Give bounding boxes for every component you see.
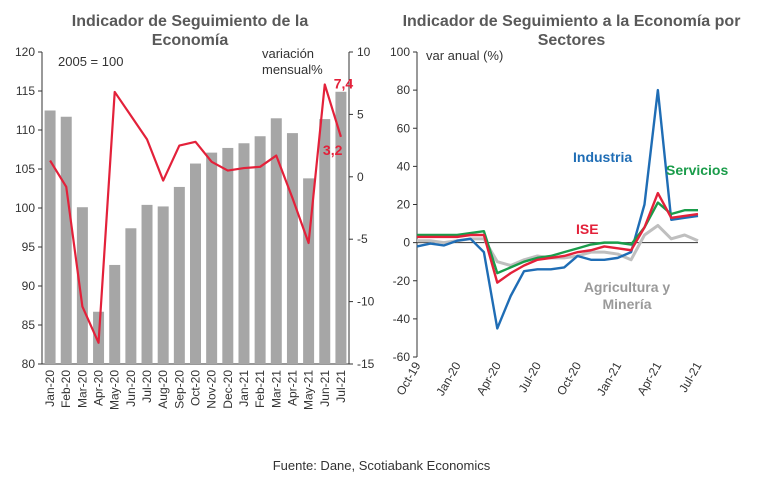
chart1-ytick-label: 95 <box>22 240 36 254</box>
chart1-xtick-label: Nov-20 <box>205 370 219 409</box>
chart1-bar <box>157 206 169 364</box>
chart2-series-label: Minería <box>602 296 651 312</box>
chart1-xtick-label: Jan-20 <box>43 370 57 407</box>
chart1-ytick-label: 115 <box>16 84 35 98</box>
chart1-xtick-label: Mar-21 <box>269 370 283 408</box>
chart1-ytick-label: 80 <box>22 357 36 371</box>
chart1-bar-line: 2005 = 100 variación mensual% 80 85 90 95 10… <box>15 45 375 410</box>
chart2-ytick-label: -40 <box>393 312 411 326</box>
chart1-ytick-label: 120 <box>15 45 35 59</box>
chart1-title: Indicador de Seguimiento de la Economía <box>71 13 309 49</box>
chart1-ytick-label: 85 <box>22 318 36 332</box>
chart1-ytick-label: 90 <box>22 279 36 293</box>
chart1-xtick-label: May-20 <box>108 370 122 410</box>
source-note: Fuente: Dane, Scotiabank Economics <box>272 458 491 473</box>
chart2-ytick-label: 40 <box>397 159 411 173</box>
chart2-xtick-label: Jul-20 <box>516 359 545 395</box>
chart1-xtick-label: Sep-20 <box>172 370 186 409</box>
chart2-series-label: Agricultura y <box>584 279 671 295</box>
chart2-xtick-label: Apr-20 <box>474 359 504 397</box>
chart2-series-label: ISE <box>576 221 599 237</box>
chart1-xtick-label: Dec-20 <box>221 370 235 409</box>
chart1-base-note: 2005 = 100 <box>58 54 123 69</box>
chart1-bar <box>335 91 347 364</box>
chart2-ytick-label: -20 <box>393 274 411 288</box>
chart1-y2label-line1: variación <box>262 46 314 61</box>
chart1-xtick-label: Aug-20 <box>156 370 170 409</box>
chart2-series-label: Servicios <box>666 162 728 178</box>
chart1-y2tick-label: -5 <box>357 232 368 246</box>
chart1-xtick-label: Feb-21 <box>253 370 267 408</box>
chart2-series-line <box>416 88 699 330</box>
chart1-xtick-label: Jul-20 <box>140 370 154 403</box>
chart1-bar <box>270 118 282 364</box>
chart1-xtick-label: May-21 <box>302 370 316 410</box>
chart1-xtick-label: Jan-21 <box>237 370 251 407</box>
chart2-series-line <box>417 191 699 284</box>
chart2-ytick-label: 0 <box>403 236 410 250</box>
chart1-y2tick-label: 0 <box>357 170 364 184</box>
chart1-xtick-label: Apr-21 <box>285 370 299 406</box>
chart1-ytick-label: 100 <box>15 201 35 215</box>
chart1-bar <box>190 163 201 364</box>
chart2-series-line <box>417 223 699 267</box>
chart1-bar <box>109 264 121 364</box>
chart2-title: Indicador de Seguimiento a la Economía p… <box>402 13 741 49</box>
chart1-bar <box>222 147 234 364</box>
chart1-bar <box>44 110 56 364</box>
chart1-y2tick-label: 10 <box>357 45 371 59</box>
chart1-variation-line <box>49 83 342 344</box>
chart2-xtick-label: Jul-21 <box>676 359 705 395</box>
chart1-bar <box>141 204 153 364</box>
chart2-xtick-label: Apr-21 <box>634 359 664 397</box>
chart1-y2tick-label: -10 <box>357 295 375 309</box>
chart2-ytick-label: -60 <box>393 350 411 364</box>
chart1-y2label-line2: mensual% <box>262 62 323 77</box>
chart1-bar <box>238 143 250 364</box>
chart1-y2tick-label: 5 <box>357 107 364 121</box>
chart1-bar <box>173 186 185 364</box>
chart2-ytick-label: 60 <box>397 121 411 135</box>
chart2-ytick-label: 20 <box>397 198 411 212</box>
chart2-xtick-label: Oct-19 <box>393 359 423 397</box>
chart1-ytick-label: 110 <box>16 123 35 137</box>
chart1-xtick-label: Mar-20 <box>75 370 89 408</box>
chart1-xtick-label: Jun-20 <box>124 370 138 407</box>
chart1-y2tick-label: -15 <box>357 357 375 371</box>
chart2-ytick-label: 100 <box>390 45 410 59</box>
chart2-series-line <box>417 201 698 275</box>
chart2-xtick-label: Oct-20 <box>554 359 584 397</box>
chart2-ylabel: var anual (%) <box>426 48 503 63</box>
chart2-xtick-label: Jan-21 <box>594 359 625 398</box>
chart1-bar <box>125 228 137 364</box>
chart1-xtick-label: Apr-20 <box>92 370 106 406</box>
chart1-data-label: 3,2 <box>323 142 343 158</box>
chart1-xtick-label: Jul-21 <box>334 370 348 403</box>
chart2-line: var anual (%) -60 -40 -20 0 20 40 60 80 100 Oct-1… <box>390 45 729 398</box>
chart1-bar <box>286 133 298 364</box>
chart2-ytick-label: 80 <box>397 83 411 97</box>
chart1-bar <box>76 207 88 364</box>
chart1-bar <box>303 178 315 364</box>
chart1-ytick-label: 105 <box>15 162 35 176</box>
chart1-xtick-label: Oct-20 <box>189 370 203 406</box>
chart1-bar <box>60 116 72 365</box>
chart1-bar <box>254 136 266 364</box>
chart1-xtick-label: Jun-21 <box>318 370 332 407</box>
chart1-xtick-label: Feb-20 <box>59 370 73 408</box>
chart1-bar <box>319 119 331 364</box>
chart2-xtick-label: Jan-20 <box>433 359 464 398</box>
chart2-series-label: Industria <box>573 149 632 165</box>
chart1-bar <box>206 152 218 364</box>
chart1-data-label: 7,4 <box>334 75 354 91</box>
